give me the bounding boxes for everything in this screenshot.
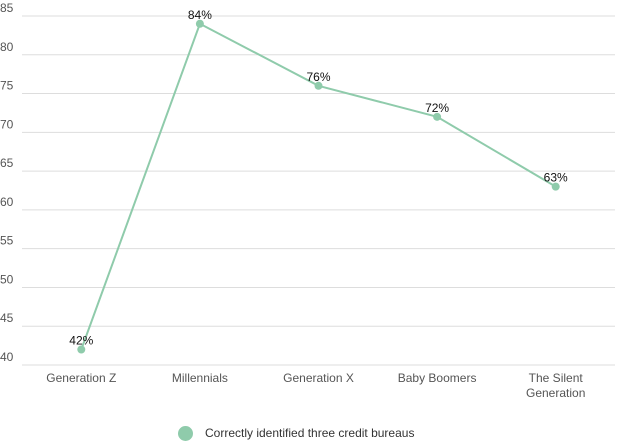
x-tick-label: Baby Boomers [398, 371, 477, 385]
y-tick-label: 75 [0, 79, 14, 93]
data-label: 84% [188, 8, 212, 22]
y-tick-label: 65 [0, 156, 14, 170]
data-point [551, 182, 560, 191]
x-tick-label: Millennials [172, 371, 228, 385]
data-point [433, 112, 442, 121]
y-tick-label: 50 [0, 272, 14, 286]
y-tick-label: 60 [0, 195, 14, 209]
data-label: 76% [306, 70, 330, 84]
y-tick-label: 45 [0, 311, 14, 325]
legend-swatch-icon [178, 425, 193, 441]
legend: Correctly identified three credit bureau… [178, 424, 414, 442]
data-point [314, 81, 323, 90]
y-tick-label: 85 [0, 1, 14, 15]
x-tick-label: Generation X [283, 371, 354, 385]
data-label: 42% [69, 333, 93, 347]
y-tick-label: 55 [0, 234, 14, 248]
y-tick-label: 70 [0, 117, 14, 131]
data-point [77, 345, 86, 354]
x-tick-label: Generation Z [46, 371, 116, 385]
y-tick-label: 80 [0, 40, 14, 54]
y-tick-label: 40 [0, 350, 14, 364]
x-tick-label: The Silent Generation [526, 371, 585, 400]
data-label: 63% [544, 171, 568, 185]
data-point [195, 19, 204, 28]
data-label: 72% [425, 101, 449, 115]
legend-label: Correctly identified three credit bureau… [205, 426, 415, 440]
